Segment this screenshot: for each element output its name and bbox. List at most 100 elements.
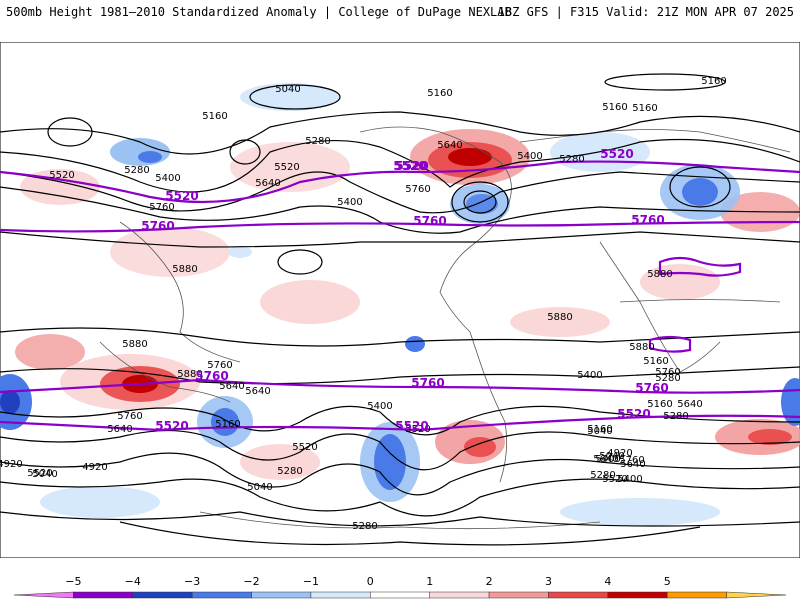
contour-label: 5520 bbox=[292, 442, 317, 453]
colorbar-segment bbox=[191, 591, 252, 599]
colorbar-segment bbox=[726, 591, 787, 599]
colorbar bbox=[0, 570, 800, 600]
contour-label: 5400 bbox=[367, 401, 392, 412]
contour-label: 5640 bbox=[620, 459, 645, 470]
anomaly-map: 5040 5160 5160 5160 5160 5160 5280 5280 5280 5400… bbox=[0, 42, 800, 558]
colorbar-tick-label: 5 bbox=[663, 575, 671, 588]
contour-label: 4920 bbox=[607, 448, 632, 459]
contour-label: 5280 bbox=[305, 136, 330, 147]
contour-label: 5640 bbox=[437, 140, 462, 151]
contour-label: 5400 bbox=[517, 151, 542, 162]
purple-contour-label: 5760 bbox=[411, 376, 444, 390]
contour-label: 5640 bbox=[245, 386, 270, 397]
contour-label: 5400 bbox=[155, 173, 180, 184]
contour-label: 5400 bbox=[337, 197, 362, 208]
contour-label: 5520 bbox=[274, 162, 299, 173]
contour-label: 5040 bbox=[32, 469, 57, 480]
contour-label: 5400 bbox=[577, 370, 602, 381]
contour-label: 5280 bbox=[277, 466, 302, 477]
contour-label: 4920 bbox=[0, 459, 23, 470]
contour-label: 5280 bbox=[559, 154, 584, 165]
colorbar-tick-label: −3 bbox=[184, 575, 201, 588]
title-bar: 500mb Height 1981–2010 Standardized Anom… bbox=[0, 0, 800, 24]
contour-label: 5880 bbox=[629, 342, 654, 353]
colorbar-tick-label: 3 bbox=[544, 575, 552, 588]
colorbar-tick-label: 4 bbox=[604, 575, 612, 588]
colorbar-segment bbox=[607, 591, 668, 599]
contour-label: 5160 bbox=[427, 88, 452, 99]
contour-label: 5400 bbox=[595, 454, 620, 465]
contour-label: 5880 bbox=[547, 312, 572, 323]
contour-label: 5160 bbox=[215, 419, 240, 430]
purple-contour-label: 5520 bbox=[165, 189, 198, 203]
contour-label: 5280 bbox=[663, 411, 688, 422]
colorbar-segment bbox=[251, 591, 312, 599]
contour-label: 5160 bbox=[587, 424, 612, 435]
colorbar-tick-label: −5 bbox=[65, 575, 82, 588]
purple-contour-label: 5520 bbox=[393, 159, 426, 173]
contour-label: 5520 bbox=[405, 424, 430, 435]
purple-contour-label: 5520 bbox=[155, 419, 188, 433]
purple-contour-label: 5520 bbox=[395, 419, 428, 433]
colorbar-segment bbox=[132, 591, 193, 599]
coastlines bbox=[99, 126, 791, 530]
contour-label: 5160 bbox=[701, 76, 726, 87]
colorbar-tick-label: −4 bbox=[124, 575, 141, 588]
contour-label: 5640 bbox=[677, 399, 702, 410]
contour-label: 5040 bbox=[247, 482, 272, 493]
purple-contour-label: 5760 bbox=[631, 213, 664, 227]
contour-label: 5640 bbox=[593, 454, 618, 465]
colorbar-tick-label: 1 bbox=[426, 575, 434, 588]
purple-contour-label: 5760 bbox=[141, 219, 174, 233]
colorbar-segment bbox=[370, 591, 430, 599]
contour-label: 5640 bbox=[107, 424, 132, 435]
colorbar-tick-label: −2 bbox=[243, 575, 260, 588]
contour-label: 5760 bbox=[207, 360, 232, 371]
contour-label: 5040 bbox=[587, 426, 612, 437]
height-contours-purple bbox=[0, 160, 800, 432]
contour-label: 5160 bbox=[602, 102, 627, 113]
colorbar-tick-label: −1 bbox=[302, 575, 320, 588]
purple-contour-label: 5520 bbox=[395, 159, 428, 173]
contour-label: 5760 bbox=[117, 411, 142, 422]
contour-label: 5640 bbox=[219, 381, 244, 392]
colorbar-segment bbox=[310, 591, 371, 599]
contour-label: 5520 bbox=[27, 468, 52, 479]
contour-label: 5760 bbox=[405, 184, 430, 195]
contour-label: 5280 bbox=[590, 470, 615, 481]
contour-label: 5160 bbox=[647, 399, 672, 410]
contour-label: 5520 bbox=[602, 474, 627, 485]
purple-contour-label: 5760 bbox=[635, 381, 668, 395]
purple-contour-label: 5760 bbox=[413, 214, 446, 228]
contour-label: 5880 bbox=[172, 264, 197, 275]
contour-label: 5880 bbox=[122, 339, 147, 350]
colorbar-segment bbox=[488, 591, 549, 599]
contour-label: 5040 bbox=[599, 451, 624, 462]
contour-label: 5760 bbox=[619, 455, 644, 466]
purple-contour-label: 5520 bbox=[617, 407, 650, 421]
contour-label: 5400 bbox=[617, 474, 642, 485]
colorbar-tick-label: 0 bbox=[366, 575, 374, 588]
height-contours-black bbox=[0, 73, 800, 546]
contour-label: 5160 bbox=[632, 103, 657, 114]
contour-label: 5040 bbox=[275, 84, 300, 95]
contour-label: 5880 bbox=[177, 369, 202, 380]
contour-label: 5640 bbox=[255, 178, 280, 189]
purple-contour-label: 5760 bbox=[195, 369, 228, 383]
model-run-info: 18Z GFS | F315 Valid: 21Z MON APR 07 202… bbox=[497, 5, 794, 19]
colorbar-segment bbox=[429, 591, 490, 599]
contour-label: 5760 bbox=[655, 367, 680, 378]
contour-label: 5280 bbox=[655, 373, 680, 384]
contour-label: 5160 bbox=[643, 356, 668, 367]
contour-label: 5880 bbox=[647, 269, 672, 280]
colorbar-segment bbox=[73, 591, 134, 599]
purple-contour-label: 5520 bbox=[600, 147, 633, 161]
colorbar-segment bbox=[13, 591, 74, 599]
colorbar-segment bbox=[666, 591, 727, 599]
contour-label: 5520 bbox=[49, 170, 74, 181]
colorbar-segment bbox=[548, 591, 609, 599]
colorbar-segments bbox=[13, 591, 787, 599]
map-title: 500mb Height 1981–2010 Standardized Anom… bbox=[6, 5, 512, 19]
contour-label: 5280 bbox=[124, 165, 149, 176]
